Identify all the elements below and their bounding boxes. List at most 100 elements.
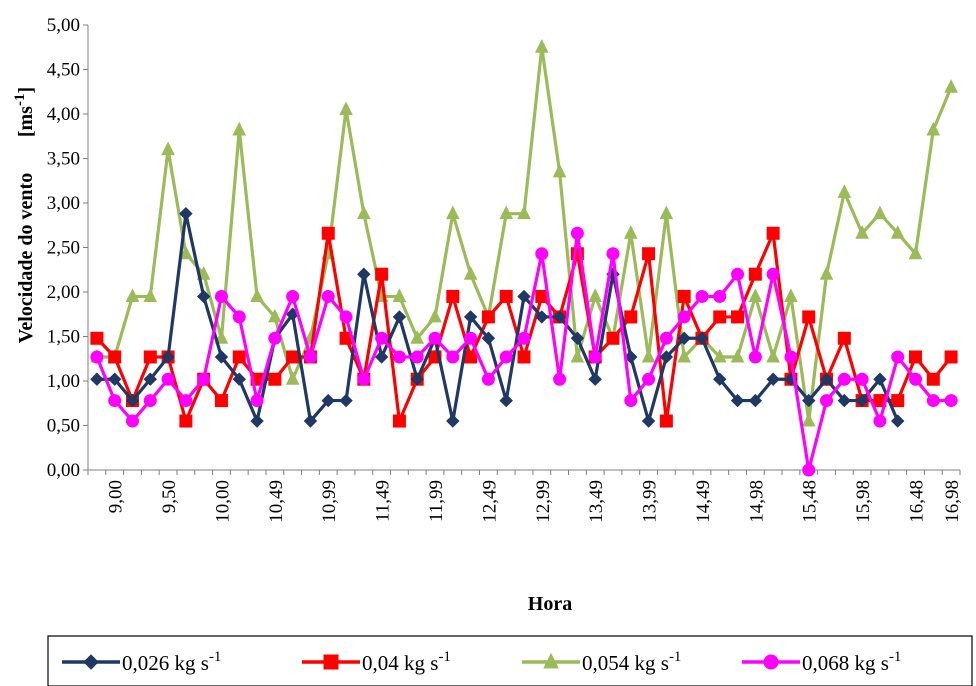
data-point-triangle — [125, 288, 140, 302]
data-point-diamond — [321, 393, 335, 408]
data-point-diamond — [748, 393, 763, 408]
data-point-triangle — [250, 288, 264, 302]
data-point-square — [517, 350, 531, 364]
data-point-diamond — [499, 393, 513, 408]
data-point-triangle — [784, 288, 798, 302]
data-point-diamond — [766, 372, 780, 386]
data-point-square — [214, 394, 228, 408]
data-point-circle — [659, 331, 673, 345]
data-point-triangle — [543, 652, 559, 669]
data-point-diamond — [250, 414, 264, 428]
data-point-circle — [161, 372, 175, 386]
y-tick-label: 2,50 — [47, 238, 80, 259]
series-3 — [90, 39, 958, 427]
data-point-square — [179, 414, 193, 428]
data-point-circle — [926, 394, 940, 408]
data-point-circle — [108, 394, 122, 408]
data-point-triangle — [446, 205, 460, 220]
x-tick-label: 15,98 — [853, 480, 874, 523]
data-point-triangle — [410, 330, 425, 344]
series-1 — [90, 206, 905, 428]
data-point-triangle — [179, 245, 193, 260]
x-tick-label: 13,99 — [640, 480, 661, 523]
data-point-diamond — [357, 267, 371, 281]
data-point-triangle — [926, 121, 941, 136]
data-point-circle — [375, 331, 389, 345]
data-point-triangle — [463, 266, 478, 280]
y-axis-unit-exponent: -1 — [12, 94, 28, 107]
data-point-diamond — [535, 310, 549, 324]
data-point-diamond — [107, 372, 122, 386]
data-point-square — [926, 372, 940, 386]
data-point-triangle — [232, 121, 247, 136]
data-point-square — [677, 289, 691, 303]
data-point-diamond — [570, 331, 585, 345]
data-point-circle — [232, 310, 246, 324]
data-point-square — [321, 226, 335, 240]
data-point-square — [446, 289, 460, 303]
data-point-diamond — [552, 310, 567, 324]
data-point-circle — [446, 350, 460, 364]
data-point-triangle — [641, 348, 656, 363]
y-tick-label: 3,50 — [47, 149, 80, 170]
data-point-diamond — [695, 331, 709, 345]
data-point-square — [464, 350, 478, 364]
y-tick-label: 2,00 — [47, 282, 80, 303]
data-point-circle — [250, 394, 264, 408]
data-point-square — [642, 247, 656, 261]
data-point-circle — [179, 394, 193, 408]
data-point-circle — [570, 226, 584, 240]
data-point-diamond — [125, 393, 140, 408]
data-point-diamond — [641, 414, 656, 428]
series-line — [95, 231, 953, 423]
data-point-diamond — [179, 206, 193, 221]
data-point-square — [891, 394, 905, 408]
data-point-diamond — [214, 350, 229, 364]
data-point-square — [90, 331, 104, 345]
data-point-circle — [763, 654, 779, 670]
y-tick-label: 0,50 — [47, 416, 80, 437]
data-point-triangle — [552, 163, 567, 178]
y-tick-label: 4,50 — [47, 60, 80, 81]
data-point-circle — [214, 289, 228, 303]
data-point-diamond — [819, 372, 834, 386]
x-tick-label: 11,99 — [426, 480, 447, 522]
data-point-triangle — [623, 225, 638, 239]
data-point-triangle — [161, 141, 175, 156]
data-point-circle — [517, 331, 531, 345]
data-point-circle — [784, 350, 798, 364]
data-point-circle — [873, 414, 887, 428]
data-point-triangle — [712, 348, 727, 363]
data-point-square — [481, 310, 495, 324]
data-point-triangle — [677, 348, 691, 363]
data-point-diamond — [891, 414, 905, 428]
data-point-triangle — [908, 245, 923, 260]
data-point-diamond — [392, 310, 407, 324]
legend-item-3: 0,054 kg s-1 — [522, 649, 681, 675]
x-tick-label: 14,98 — [746, 480, 767, 523]
data-point-diamond — [143, 372, 157, 386]
legend-label: 0,054 kg s-1 — [582, 649, 681, 675]
data-point-square — [944, 350, 958, 364]
y-tick-label: 5,00 — [47, 15, 80, 36]
data-point-triangle — [143, 288, 158, 302]
data-point-circle — [713, 289, 727, 303]
data-point-circle — [891, 350, 905, 364]
y-tick-label: 0,00 — [47, 460, 80, 481]
data-point-circle — [588, 350, 602, 364]
data-point-diamond — [730, 393, 745, 408]
data-point-triangle — [357, 205, 371, 220]
data-point-triangle — [944, 79, 958, 93]
x-tick-label: 12,99 — [533, 480, 554, 523]
data-point-diamond — [374, 350, 389, 364]
data-point-circle — [90, 350, 104, 364]
data-point-diamond — [481, 331, 496, 345]
data-point-circle — [731, 267, 745, 281]
x-tick-label: 10,99 — [319, 480, 340, 523]
data-point-circle — [410, 350, 424, 364]
data-point-square — [731, 310, 745, 324]
data-point-diamond — [161, 350, 175, 364]
data-point-circle — [125, 414, 139, 428]
x-tick-label: 9,50 — [159, 480, 180, 513]
data-point-triangle — [534, 39, 549, 53]
